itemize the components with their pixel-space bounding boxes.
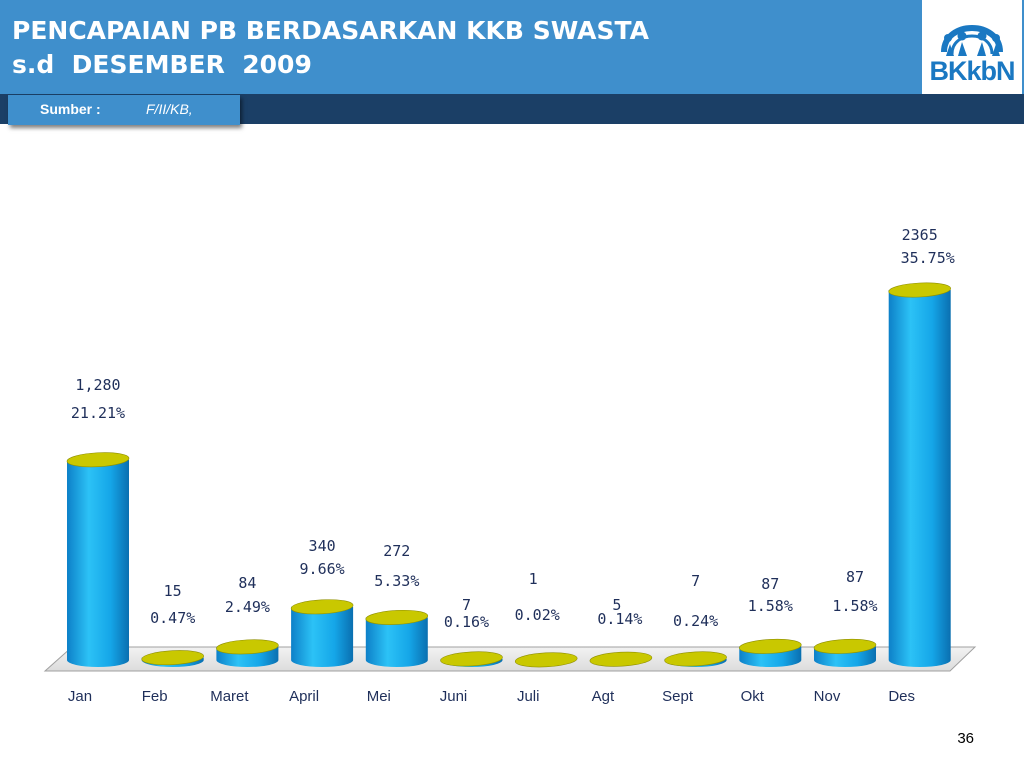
bar-juni (440, 651, 503, 668)
bar-top (514, 652, 578, 668)
bar-body (365, 617, 428, 668)
x-tick-label: Sept (662, 688, 694, 705)
x-tick-label: Agt (592, 688, 615, 705)
bar-okt (739, 638, 802, 668)
value-label: 7 (462, 596, 471, 614)
x-tick-label: Feb (142, 688, 168, 705)
title-line-2: s.d DESEMBER 2009 (12, 50, 312, 79)
percent-label: 21.21% (71, 404, 125, 422)
source-value: F/II/KB, (146, 101, 193, 117)
bar-top (66, 452, 130, 468)
percent-label: 5.33% (374, 572, 419, 590)
value-label: 1 (529, 570, 538, 588)
bar-top (589, 651, 653, 667)
bar-top (216, 639, 279, 655)
bar-feb (141, 650, 204, 668)
header-bar (0, 0, 1024, 94)
percent-label: 9.66% (300, 560, 345, 578)
value-label: 15 (164, 582, 182, 600)
percent-label: 0.14% (597, 610, 642, 628)
bar-body (67, 459, 129, 667)
page-title: PENCAPAIAN PB BERDASARKAN KKB SWASTA s.d… (12, 14, 649, 82)
family-logo-icon (941, 25, 1003, 56)
x-tick-label: Maret (210, 688, 249, 705)
source-label: Sumber : (40, 101, 101, 117)
value-label: 84 (238, 574, 256, 592)
title-line-1: PENCAPAIAN PB BERDASARKAN KKB SWASTA (12, 16, 649, 45)
bar-top (739, 638, 802, 654)
value-label: 5 (612, 596, 621, 614)
bar-maret (216, 639, 279, 667)
percent-label: 0.16% (444, 613, 489, 631)
bar-top (813, 638, 877, 654)
bar-nov (813, 638, 877, 667)
bar-top (365, 609, 429, 625)
percent-label: 0.24% (673, 612, 718, 630)
bar-body (888, 290, 951, 668)
value-label: 87 (761, 575, 779, 593)
bar-body (291, 606, 354, 668)
value-label: 7 (691, 572, 700, 590)
bar-des (888, 282, 951, 668)
percent-label: 1.58% (832, 597, 877, 615)
bar-top (141, 650, 204, 666)
x-tick-label: Juli (517, 688, 540, 705)
logo: BKkbN (922, 0, 1022, 94)
bar-agt (589, 651, 653, 667)
percent-label: 1.58% (748, 597, 793, 615)
x-tick-label: Nov (814, 688, 841, 705)
bar-jan (66, 452, 130, 667)
bar-top (888, 282, 951, 298)
value-label: 2365 (902, 226, 938, 244)
x-tick-label: Mei (367, 688, 391, 705)
page-number: 36 (957, 730, 974, 747)
x-tick-label: Juni (440, 688, 468, 705)
value-label: 87 (846, 568, 864, 586)
value-label: 1,280 (75, 376, 120, 394)
x-tick-label: Des (888, 688, 915, 705)
percent-label: 0.47% (150, 609, 195, 627)
percent-label: 35.75% (901, 249, 955, 267)
bar-april (290, 599, 354, 668)
x-tick-label: Okt (741, 688, 765, 705)
x-tick-label: Jan (68, 688, 92, 705)
bar-top (290, 599, 354, 615)
bar-top (664, 651, 727, 667)
bar-juli (514, 652, 578, 668)
percent-label: 2.49% (225, 598, 270, 616)
bar-top (440, 651, 503, 667)
value-label: 272 (383, 542, 410, 560)
x-tick-label: April (289, 688, 319, 705)
percent-label: 0.02% (515, 606, 560, 624)
source-box: Sumber : F/II/KB, (8, 95, 240, 125)
value-label: 340 (309, 537, 336, 555)
bar-mei (365, 609, 429, 668)
bar-sept (664, 651, 727, 668)
logo-text: BKkbN (929, 56, 1015, 86)
